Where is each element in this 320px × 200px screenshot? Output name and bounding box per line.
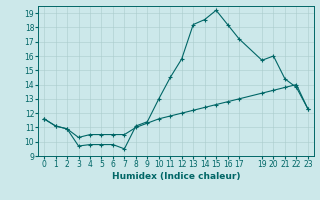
X-axis label: Humidex (Indice chaleur): Humidex (Indice chaleur) [112, 172, 240, 181]
